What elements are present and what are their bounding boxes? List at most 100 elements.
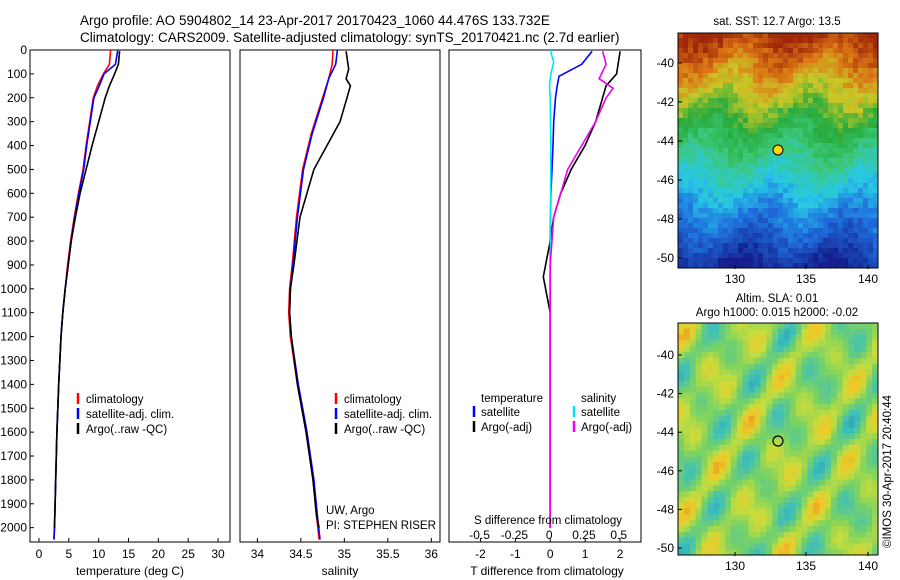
sla-cell <box>813 386 820 393</box>
sst-cell <box>793 38 799 44</box>
sst-map-frame <box>677 32 879 269</box>
sst-cell <box>688 88 694 94</box>
sst-cell <box>683 253 689 259</box>
sst-cell <box>773 253 779 259</box>
sst-cell <box>773 158 779 164</box>
legend-satellite: satellite-adj. clim. <box>344 409 432 421</box>
sst-cell <box>828 148 834 154</box>
sla-cell <box>813 340 820 347</box>
sst-map: sat. SST: 12.7 Argo: 13.5 -40-42-44-46-4… <box>657 16 879 286</box>
sla-cell <box>701 369 708 376</box>
sst-cell <box>703 168 709 174</box>
sst-cell <box>758 153 764 159</box>
sst-cell <box>838 198 844 204</box>
depth-axis: 0100200300400500600700800900100011001200… <box>0 43 34 535</box>
sst-cell <box>753 38 759 44</box>
legend-s-argo: Argo(-adj) <box>581 422 632 434</box>
sst-cell <box>818 203 824 209</box>
sst-cell <box>823 88 829 94</box>
sst-cell <box>868 33 874 39</box>
sst-cell <box>783 238 789 244</box>
sst-cell <box>833 158 839 164</box>
sla-cell <box>713 456 720 463</box>
sst-cell <box>778 88 784 94</box>
sla-cell <box>848 421 855 428</box>
sla-cell <box>701 462 708 469</box>
sla-cell <box>766 439 773 446</box>
sla-cell <box>872 502 879 509</box>
sst-cell <box>848 188 854 194</box>
sst-cell <box>783 253 789 259</box>
sst-cell <box>683 68 689 74</box>
sla-cell <box>689 369 697 376</box>
sst-cell <box>698 78 704 84</box>
sst-cell <box>778 58 784 64</box>
sst-cell <box>738 253 744 259</box>
sst-cell <box>778 263 784 269</box>
sst-cell <box>853 143 859 149</box>
sst-cell <box>768 93 774 99</box>
sst-cell <box>718 63 724 69</box>
sla-cell <box>707 352 714 359</box>
sst-cell <box>698 83 704 89</box>
sst-cell <box>823 83 829 89</box>
sst-cell <box>703 108 709 114</box>
sst-cell <box>713 53 719 59</box>
sst-cell <box>808 173 814 179</box>
sst-cell <box>693 113 699 119</box>
sla-cell <box>848 531 855 538</box>
sla-cell <box>754 473 761 480</box>
sla-cell <box>789 346 797 353</box>
sst-cell <box>748 223 754 229</box>
sla-cell <box>830 450 838 457</box>
sla-cell <box>772 491 779 498</box>
sst-cell <box>683 53 689 59</box>
map-y-tick-label: -46 <box>657 173 675 187</box>
sst-cell <box>693 38 699 44</box>
sst-cell <box>773 103 779 109</box>
sst-cell <box>738 118 744 124</box>
sla-cell <box>766 346 773 353</box>
sst-cell <box>763 118 769 124</box>
sst-cell <box>793 228 799 234</box>
sla-cell <box>719 357 726 364</box>
sst-cell <box>763 253 769 259</box>
sst-cell <box>873 223 879 229</box>
sst-cell <box>738 113 744 119</box>
sla-cell <box>854 514 861 521</box>
sst-cell <box>763 78 769 84</box>
sst-cell <box>868 248 874 254</box>
sla-cell <box>795 456 802 463</box>
sst-cell <box>723 143 729 149</box>
sla-cell <box>819 340 826 347</box>
sla-cell <box>742 444 749 451</box>
sla-cell <box>848 485 855 492</box>
sst-cell <box>753 138 759 144</box>
sst-cell <box>763 143 769 149</box>
sst-cell <box>698 103 704 109</box>
sla-cell <box>807 531 814 538</box>
sst-cell <box>818 73 824 79</box>
sst-cell <box>798 253 804 259</box>
sla-cell <box>695 468 702 475</box>
sst-cell <box>843 143 849 149</box>
sla-cell <box>730 433 738 440</box>
sla-cell <box>689 363 697 370</box>
sla-cell <box>725 549 732 556</box>
sst-cell <box>768 123 774 129</box>
sst-cell <box>763 228 769 234</box>
sst-cell <box>823 138 829 144</box>
sla-cell <box>695 456 702 463</box>
sst-cell <box>873 243 879 249</box>
sst-cell <box>813 193 819 199</box>
sst-cell <box>703 218 709 224</box>
sst-cell <box>728 38 734 44</box>
sst-cell <box>828 33 834 39</box>
sst-cell <box>868 68 874 74</box>
sla-cell <box>801 502 808 509</box>
sla-cell <box>707 456 714 463</box>
sla-cell <box>678 369 685 376</box>
sst-cell <box>798 248 804 254</box>
sst-cell <box>778 178 784 184</box>
sst-cell <box>873 158 879 164</box>
